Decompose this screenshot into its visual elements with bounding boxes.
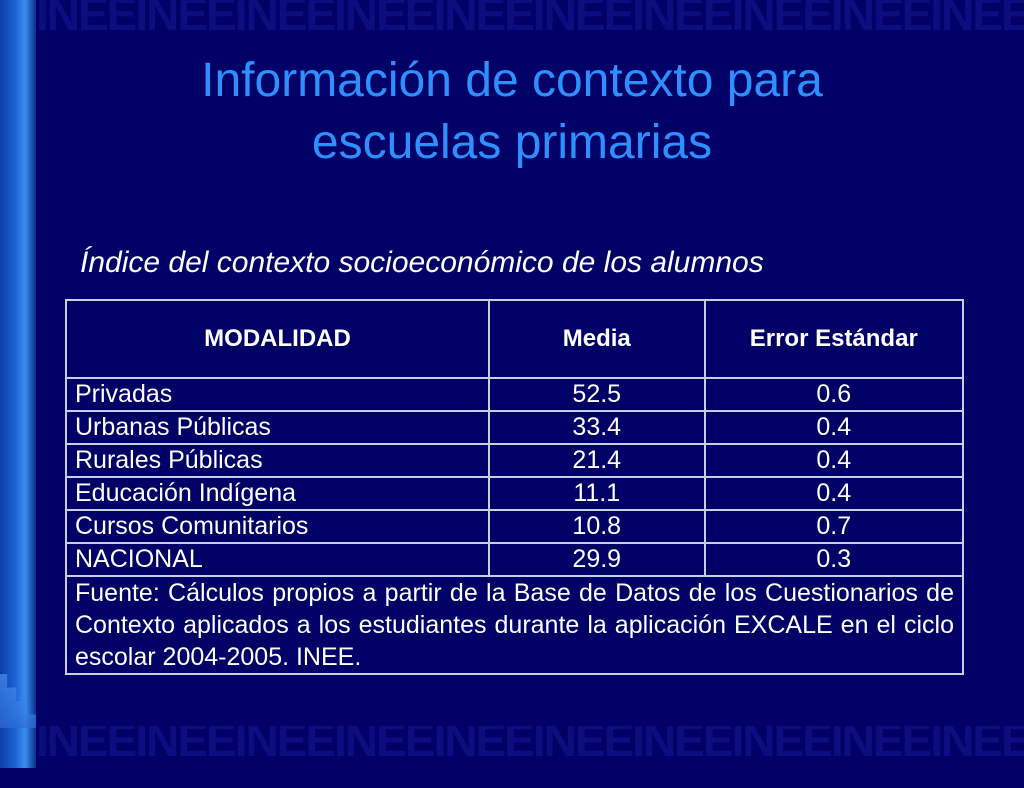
cell-modalidad: Rurales Públicas [64, 443, 491, 478]
cell-error: 0.4 [703, 443, 965, 478]
cell-error: 0.3 [703, 542, 965, 577]
slide-subtitle: Índice del contexto socioeconómico de lo… [80, 246, 764, 279]
cell-error: 0.4 [703, 476, 965, 511]
header-media: Media [488, 299, 706, 379]
table-row: NACIONAL 29.9 0.3 [64, 542, 965, 577]
watermark-pattern-bottom: INEEINEEINEEINEEINEEINEEINEEINEEINEEINEE… [36, 726, 1024, 766]
cell-error: 0.4 [703, 410, 965, 445]
table-row: Rurales Públicas 21.4 0.4 [64, 443, 965, 478]
header-modalidad: MODALIDAD [64, 299, 491, 379]
cell-modalidad: Educación Indígena [64, 476, 491, 511]
cell-modalidad: Privadas [64, 377, 491, 412]
table-row: Educación Indígena 11.1 0.4 [64, 476, 965, 511]
table-footnote: Fuente: Cálculos propios a partir de la … [65, 575, 964, 675]
cell-media: 29.9 [488, 542, 706, 577]
data-table: MODALIDAD Media Error Estándar Privadas … [64, 299, 965, 675]
cell-modalidad: Cursos Comunitarios [64, 509, 491, 544]
header-error-estandar: Error Estándar [703, 299, 965, 379]
slide-title-line1: Información de contexto para [201, 54, 823, 107]
watermark-pattern-top: INEEINEEINEEINEEINEEINEEINEEINEEINEEINEE… [36, 0, 1024, 40]
table-header-row: MODALIDAD Media Error Estándar [64, 299, 965, 379]
cell-error: 0.7 [703, 509, 965, 544]
cell-modalidad: NACIONAL [64, 542, 491, 577]
slide-title-line2: escuelas primarias [311, 116, 713, 169]
table-row: Urbanas Públicas 33.4 0.4 [64, 410, 965, 445]
cell-media: 52.5 [488, 377, 706, 412]
table-row: Cursos Comunitarios 10.8 0.7 [64, 509, 965, 544]
table-footnote-row: Fuente: Cálculos propios a partir de la … [65, 575, 964, 675]
cell-media: 21.4 [488, 443, 706, 478]
stair-decoration [0, 674, 36, 728]
cell-media: 10.8 [488, 509, 706, 544]
slide-title: Información de contexto para escuelas pr… [100, 50, 924, 174]
left-accent-bar [0, 0, 36, 768]
cell-error: 0.6 [703, 377, 965, 412]
cell-modalidad: Urbanas Públicas [64, 410, 491, 445]
table-row: Privadas 52.5 0.6 [64, 377, 965, 412]
cell-media: 33.4 [488, 410, 706, 445]
cell-media: 11.1 [488, 476, 706, 511]
